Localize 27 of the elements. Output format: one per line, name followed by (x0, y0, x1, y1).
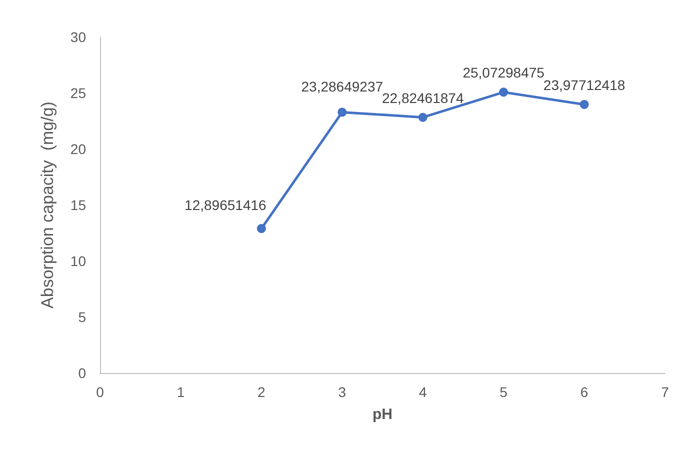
y-tick-label: 0 (78, 365, 86, 381)
x-tick-label: 3 (338, 384, 346, 400)
data-label: 23,28649237 (301, 78, 384, 95)
point (580, 100, 589, 109)
data-label: 23,97712418 (543, 76, 626, 93)
y-tick-label: 15 (70, 197, 86, 213)
x-tick-label: 5 (500, 384, 508, 400)
data-label: 22,82461874 (382, 90, 464, 106)
point (418, 112, 428, 122)
x-tick-label: 4 (418, 384, 427, 400)
y-tick-label: 10 (70, 253, 86, 269)
x-tick-label: 2 (258, 384, 266, 400)
x-tick-label: 1 (176, 384, 185, 400)
data-label: 12,89651416 (184, 197, 267, 214)
x-tick-label: 0 (96, 384, 104, 400)
y-tick-label: 20 (70, 141, 86, 157)
y-tick-label: 25 (70, 85, 86, 101)
y-tick-label: 5 (78, 309, 86, 325)
point (338, 108, 347, 117)
y-tick-label: 30 (70, 29, 86, 45)
x-tick-label: 7 (661, 384, 670, 400)
x-tick-label: 6 (580, 384, 588, 400)
x-axis-title: pH (372, 406, 392, 423)
point (499, 88, 508, 97)
point (256, 224, 266, 234)
data-label: 25,07298475 (462, 64, 545, 81)
y-axis-title: Absorption capacity (mg/g) (38, 102, 57, 308)
